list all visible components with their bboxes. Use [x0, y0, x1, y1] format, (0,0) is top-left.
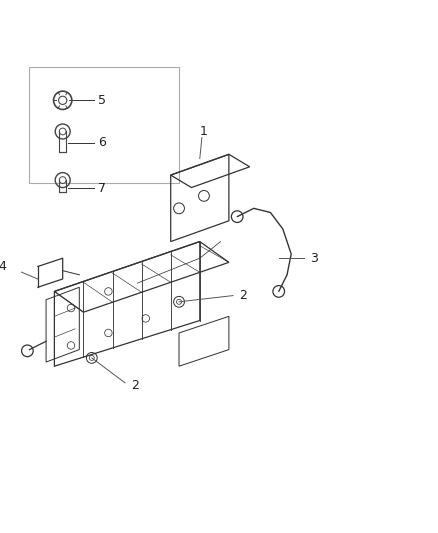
FancyBboxPatch shape [29, 67, 179, 183]
Text: 1: 1 [200, 125, 208, 138]
Text: 6: 6 [98, 136, 106, 149]
Text: 4: 4 [0, 260, 7, 273]
Text: 3: 3 [310, 252, 318, 265]
Text: 7: 7 [98, 182, 106, 195]
Text: 5: 5 [98, 94, 106, 107]
Text: 2: 2 [239, 289, 247, 302]
Text: 2: 2 [131, 379, 139, 392]
